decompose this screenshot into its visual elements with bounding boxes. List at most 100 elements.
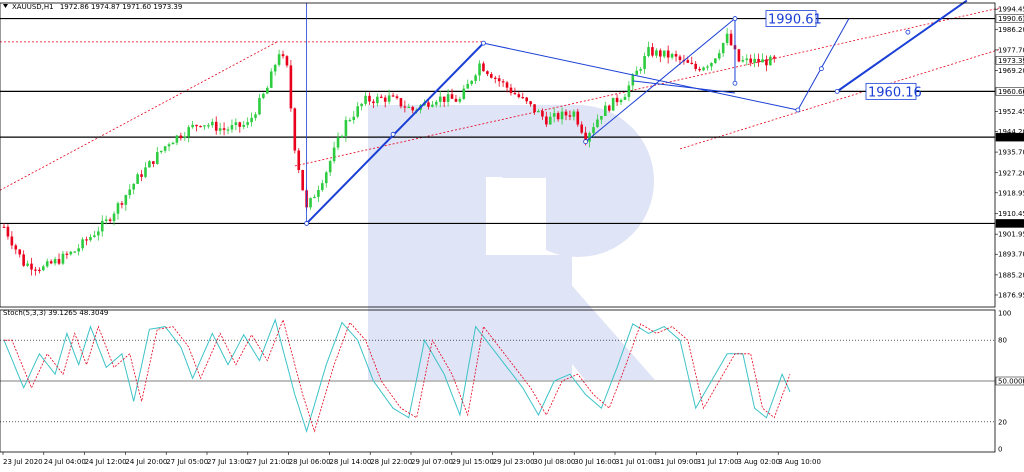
candle-body <box>242 124 246 127</box>
candle-body <box>435 101 438 105</box>
candle-body <box>281 54 285 57</box>
stochastic-panel[interactable] <box>0 318 995 434</box>
candle-body <box>210 121 214 126</box>
candle-body <box>6 226 10 237</box>
time-tick-label: 30 Jul 08:00 <box>533 458 575 466</box>
anchor-point <box>390 131 396 137</box>
candle-body <box>627 85 631 97</box>
price-annotation-label: 1960.16 <box>868 85 922 100</box>
candle-body <box>537 111 540 113</box>
candle-body <box>332 147 336 162</box>
candle-body <box>442 96 446 102</box>
price-panel[interactable]: 1990.61 1960.16 <box>0 0 1001 276</box>
candle-body <box>725 33 729 44</box>
candle-body <box>360 103 363 107</box>
candle-body <box>564 111 568 116</box>
candle-body <box>293 108 297 151</box>
candle-body <box>313 196 316 199</box>
time-tick-label: 24 Jul 20:00 <box>125 458 167 466</box>
candle-body <box>376 96 379 104</box>
candle-body <box>301 169 304 191</box>
candle-body <box>647 47 650 57</box>
candle-body <box>631 74 635 86</box>
candle-body <box>729 33 733 46</box>
candle-body <box>356 106 359 117</box>
candle-body <box>81 239 84 249</box>
candle-body <box>171 142 175 145</box>
time-tick-label: 27 Jul 13:00 <box>207 458 249 466</box>
candle-body <box>26 263 29 266</box>
candle-body <box>721 43 725 54</box>
time-tick-label: 24 Jul 12:00 <box>85 458 127 466</box>
candle-body <box>446 94 450 102</box>
candle-body <box>545 116 548 125</box>
candle-body <box>533 104 536 113</box>
candle-body <box>584 132 587 142</box>
candle-body <box>580 124 584 133</box>
price-annotation-label: 1990.61 <box>768 13 822 28</box>
candle-body <box>34 269 37 271</box>
candle-body <box>379 96 383 98</box>
candle-body <box>592 127 595 134</box>
candle-body <box>30 263 33 270</box>
time-tick-label: 3 Aug 02:00 <box>737 458 780 466</box>
candle-body <box>607 105 611 111</box>
candle-body <box>148 161 151 168</box>
stoch-tick-label: 80 <box>998 337 1007 345</box>
price-tick-label: 1952.45 <box>998 108 1024 116</box>
candle-body <box>395 96 399 99</box>
price-tick-label: 1935.70 <box>998 149 1024 157</box>
candle-body <box>643 56 646 70</box>
candle-body <box>277 54 281 65</box>
candle-body <box>368 95 371 102</box>
candle-body <box>749 58 752 63</box>
candle-body <box>772 56 776 59</box>
price-tag <box>995 132 1024 142</box>
candle-body <box>702 67 705 71</box>
candle-body <box>128 189 132 196</box>
time-tick-label: 28 Jul 06:00 <box>289 458 331 466</box>
time-tick-label: 31 Jul 17:00 <box>697 458 739 466</box>
candle-body <box>458 99 462 102</box>
stoch-value-tag <box>995 376 1024 386</box>
candle-body <box>273 64 277 72</box>
stoch-header: Stoch(5,3,3) 39.1265 48.3049 <box>3 309 108 317</box>
candle-body <box>403 106 407 108</box>
candle-body <box>262 93 265 98</box>
candle-body <box>89 236 92 241</box>
price-tag-label: 1941.84 <box>998 134 1024 142</box>
time-tick-label: 29 Jul 07:00 <box>411 458 453 466</box>
candle-body <box>297 150 301 170</box>
candle-body <box>250 117 253 123</box>
time-tick-label: 24 Jul 04:00 <box>44 458 86 466</box>
trend-line <box>836 0 968 93</box>
anchor-point <box>834 88 840 94</box>
candle-body <box>144 167 147 177</box>
candle-body <box>132 183 135 190</box>
candle-body <box>266 87 269 94</box>
price-tick-label: 1876.95 <box>998 291 1024 299</box>
candle-body <box>246 122 249 125</box>
candle-body <box>529 101 532 105</box>
candle-body <box>407 106 411 109</box>
candle-body <box>666 50 670 58</box>
candle-body <box>635 70 639 75</box>
stoch-main-line <box>3 318 791 434</box>
candle-body <box>411 106 415 111</box>
candle-body <box>438 96 442 102</box>
candle-body <box>108 219 112 222</box>
candle-body <box>525 97 528 102</box>
candle-body <box>486 71 489 75</box>
candle-body <box>757 58 760 63</box>
candle-body <box>175 135 179 143</box>
time-tick-label: 27 Jul 05:00 <box>166 458 208 466</box>
candle-body <box>199 125 202 128</box>
candle-body <box>230 125 234 130</box>
candle-body <box>289 65 293 109</box>
stoch-tick-label: 0 <box>998 446 1002 454</box>
candle-body <box>163 146 167 151</box>
candle-body <box>717 53 721 59</box>
dropdown-icon[interactable] <box>3 4 8 8</box>
candle-body <box>462 88 466 100</box>
candle-body <box>226 129 230 131</box>
